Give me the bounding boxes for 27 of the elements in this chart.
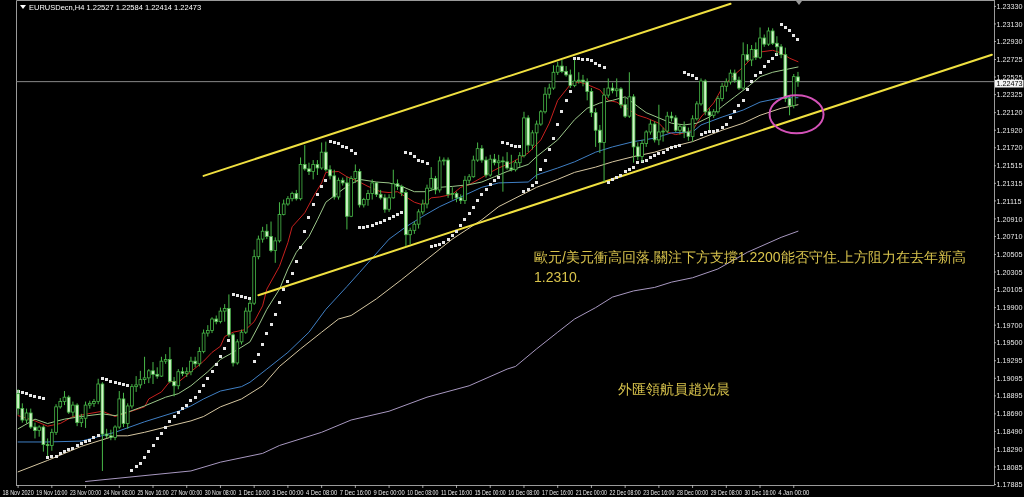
candlestick <box>319 142 324 171</box>
candlestick <box>463 175 467 205</box>
candlestick <box>83 401 88 429</box>
candlestick <box>749 44 754 67</box>
candlestick <box>336 177 341 201</box>
annotation: 外匯領航員趙光晨 <box>618 381 730 397</box>
candlestick <box>501 156 505 193</box>
candlestick <box>383 193 387 214</box>
candlestick <box>657 104 661 146</box>
candlestick <box>766 26 771 47</box>
candlestick <box>41 424 46 453</box>
candlestick <box>576 71 581 85</box>
candlestick <box>75 402 79 427</box>
candlestick <box>159 356 164 378</box>
candlestick <box>307 162 311 176</box>
candlestick <box>758 26 762 60</box>
candlestick <box>142 356 147 385</box>
candlestick <box>269 221 273 253</box>
candlestick <box>151 361 155 385</box>
candlestick <box>560 59 564 74</box>
candlestick <box>572 59 577 88</box>
candlestick <box>332 169 337 201</box>
candlestick <box>568 69 573 89</box>
candlestick <box>66 394 71 415</box>
candlestick <box>189 356 193 376</box>
candlestick <box>311 159 315 180</box>
annotation: 歐元/美元衝高回落.關注下方支撐1.2200能否守住.上方阻力在去年新高1.2310. <box>534 249 967 285</box>
